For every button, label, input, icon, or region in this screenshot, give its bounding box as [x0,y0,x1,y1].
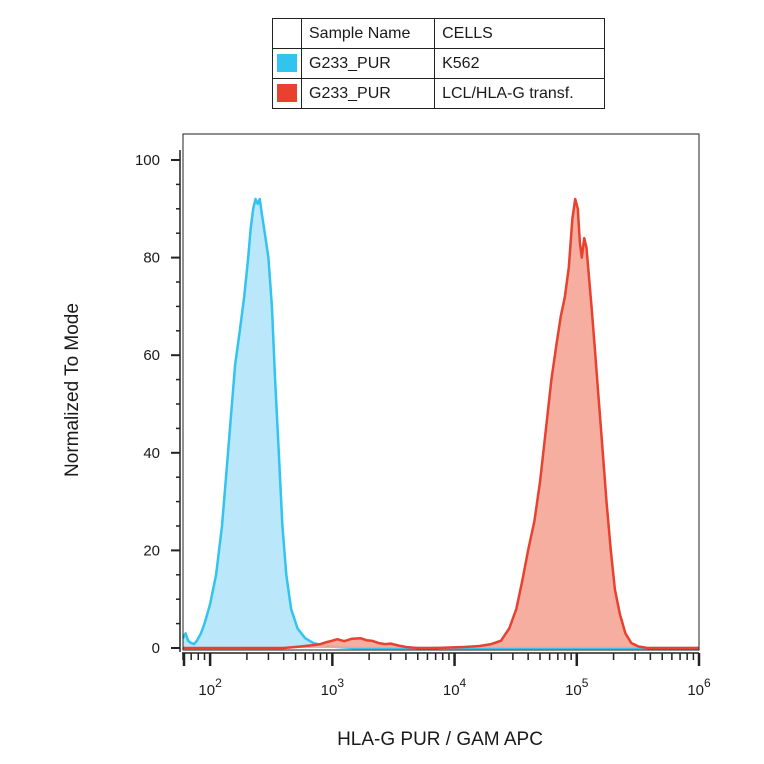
y-tick-label: 20 [143,542,160,559]
histogram-line-lcl-hla-g-transf [183,197,699,650]
legend-swatch-blue [277,54,297,73]
legend-row: G233_PUR K562 [272,48,605,79]
legend-row: G233_PUR LCL/HLA-G transf. [272,78,605,109]
y-tick-label: 40 [143,445,160,462]
x-tick-label: 104 [443,676,467,699]
x-tick-label: 102 [198,676,222,699]
histogram-area-lcl-hla-g-transf [183,199,699,648]
plot-frame [182,133,700,651]
histogram-area-k562 [183,199,699,648]
legend-table: Sample Name CELLS G233_PUR K562 G233_PUR… [272,18,605,109]
y-tick-label: 60 [143,347,160,364]
axis-layer: 0 20 40 60 80 100 102 103 104 105 106 [135,150,711,699]
legend-sample-name: G233_PUR [300,78,436,109]
legend-swatch-cell [272,48,302,79]
legend-cells: LCL/HLA-G transf. [434,78,605,109]
x-tick-label: 105 [565,676,589,699]
y-tick-label: 100 [135,152,160,169]
x-tick-label: 106 [687,676,711,699]
x-tick-label: 103 [321,676,345,699]
histogram-line-k562 [181,197,699,650]
legend-swatch-cell [272,78,302,109]
legend-cells: K562 [434,48,605,79]
y-tick-label: 0 [152,640,160,657]
series-layer [181,197,699,650]
legend-swatch-red [277,84,297,103]
y-axis-title: Normalized To Mode [62,303,83,477]
y-tick-label: 80 [143,250,160,267]
x-axis-title: HLA-G PUR / GAM APC [337,729,543,750]
